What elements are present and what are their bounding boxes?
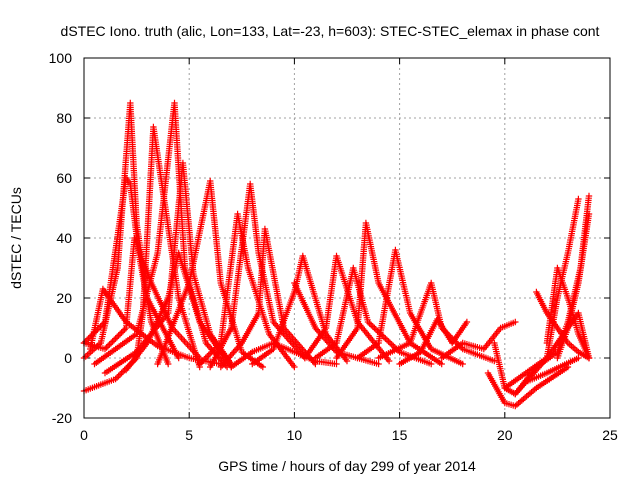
- y-tick-label: 0: [64, 350, 72, 366]
- data-point-markers: [438, 318, 519, 362]
- series-arc-30: [554, 309, 593, 362]
- y-tick-label: 40: [56, 230, 72, 246]
- data-point-markers: [312, 264, 435, 368]
- chart-title: dSTEC Iono. truth (alic, Lon=133, Lat=-2…: [61, 23, 600, 39]
- x-axis-ticks: 0 5 10 15 20 25: [80, 58, 618, 443]
- series-arc-29: [543, 264, 593, 362]
- data-point-markers: [354, 246, 466, 368]
- series-arc-11: [207, 180, 309, 371]
- data-point-markers: [87, 285, 224, 368]
- y-tick-label: 60: [56, 170, 72, 186]
- data-point-markers: [543, 264, 593, 362]
- series-arc-22: [438, 318, 519, 362]
- data-point-markers: [484, 363, 572, 410]
- series-arc-12: [217, 225, 319, 371]
- x-tick-label: 10: [287, 427, 303, 443]
- data-point-markers: [207, 180, 309, 371]
- data-point-markers: [396, 315, 471, 368]
- data-point-markers: [217, 225, 319, 371]
- data-marks: [80, 99, 593, 410]
- data-point-markers: [122, 249, 235, 374]
- y-tick-label: -20: [52, 410, 72, 426]
- data-point-markers: [554, 309, 593, 362]
- series-arc-14: [249, 252, 351, 368]
- y-axis-ticks: -20 0 20 40 60 80 100: [49, 50, 610, 426]
- x-tick-label: 15: [392, 427, 408, 443]
- series-arc-7: [122, 249, 235, 374]
- series-arc-23: [484, 363, 572, 410]
- plot-frame: [83, 57, 611, 419]
- x-axis-label: GPS time / hours of day 299 of year 2014: [218, 458, 476, 474]
- series-arc-9: [87, 285, 224, 368]
- y-tick-label: 100: [49, 50, 73, 66]
- series-arc-17: [312, 264, 435, 368]
- x-tick-label: 25: [602, 427, 618, 443]
- y-axis-label: dSTEC / TECUs: [8, 187, 24, 289]
- series-arc-19: [354, 246, 466, 368]
- y-tick-label: 80: [56, 110, 72, 126]
- data-point-markers: [333, 219, 445, 368]
- series-arc-18: [333, 219, 445, 368]
- y-tick-label: 20: [56, 290, 72, 306]
- x-tick-label: 5: [185, 427, 193, 443]
- x-tick-label: 0: [80, 427, 88, 443]
- data-point-markers: [249, 252, 351, 368]
- x-tick-label: 20: [497, 427, 513, 443]
- series-arc-21: [396, 315, 471, 368]
